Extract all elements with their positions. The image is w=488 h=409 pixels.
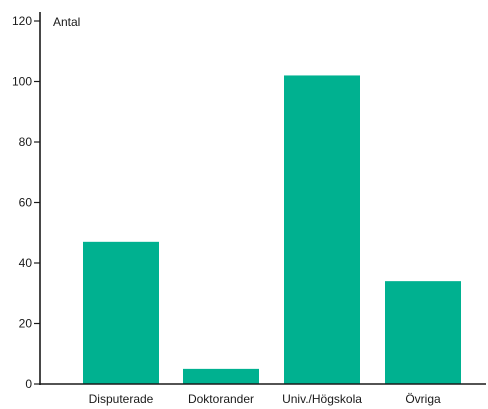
y-tick-label: 100 (12, 75, 32, 89)
bar-3 (385, 281, 461, 384)
x-category-label: Univ./Högskola (282, 392, 362, 406)
x-category-label: Doktorander (188, 392, 254, 406)
y-tick-label: 120 (12, 14, 32, 28)
y-tick-label: 20 (19, 317, 33, 331)
y-tick-label: 40 (19, 256, 33, 270)
y-axis-ticks: 0 20 40 60 80 100 120 (12, 14, 40, 391)
bar-1 (183, 368, 259, 384)
bar-2 (284, 75, 360, 384)
x-category-label: Övriga (405, 392, 441, 406)
y-axis-title: Antal (53, 15, 80, 29)
bar-0 (83, 241, 159, 384)
y-tick-label: 0 (25, 377, 32, 391)
x-category-label: Disputerade (89, 392, 154, 406)
bars-group (83, 75, 461, 384)
x-axis-labels: Disputerade Doktorander Univ./Högskola Övri… (89, 392, 441, 406)
y-tick-label: 80 (19, 135, 33, 149)
y-tick-label: 60 (19, 196, 33, 210)
